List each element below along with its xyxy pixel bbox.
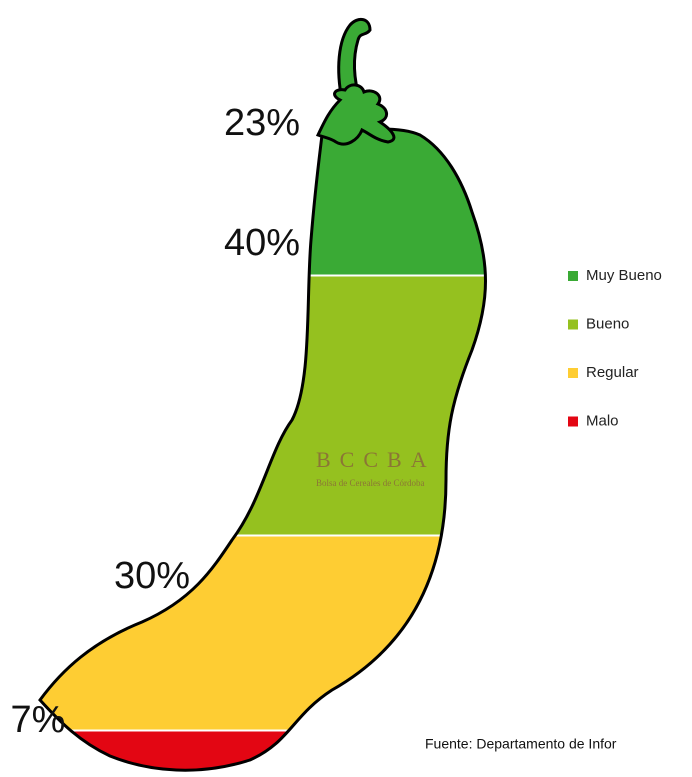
- legend-swatch: [568, 319, 578, 330]
- legend-label: Malo: [586, 412, 619, 429]
- value-label: 30%: [114, 555, 190, 597]
- value-label: 23%: [224, 102, 300, 144]
- leaves: [315, 83, 396, 146]
- source: Fuente: Departamento de Infor: [425, 736, 617, 752]
- stem: [337, 17, 372, 102]
- legend-swatch: [568, 416, 578, 427]
- legend-label: Regular: [586, 364, 639, 381]
- segment: [40, 535, 486, 731]
- legend-swatch: [568, 271, 578, 281]
- watermark-subtitle: Bolsa de Cereales de Córdoba: [316, 478, 424, 488]
- legend-label: Bueno: [586, 315, 629, 332]
- value-label: 40%: [224, 222, 300, 264]
- watermark: BCCBA Bolsa de Cereales de Córdoba: [316, 447, 436, 488]
- value-label: 7%: [11, 699, 66, 741]
- legend-label: Muy Bueno: [586, 267, 662, 284]
- segment: [40, 128, 486, 276]
- legend-swatch: [568, 368, 578, 378]
- watermark-title: BCCBA: [316, 447, 436, 472]
- pod-outline: [38, 127, 487, 772]
